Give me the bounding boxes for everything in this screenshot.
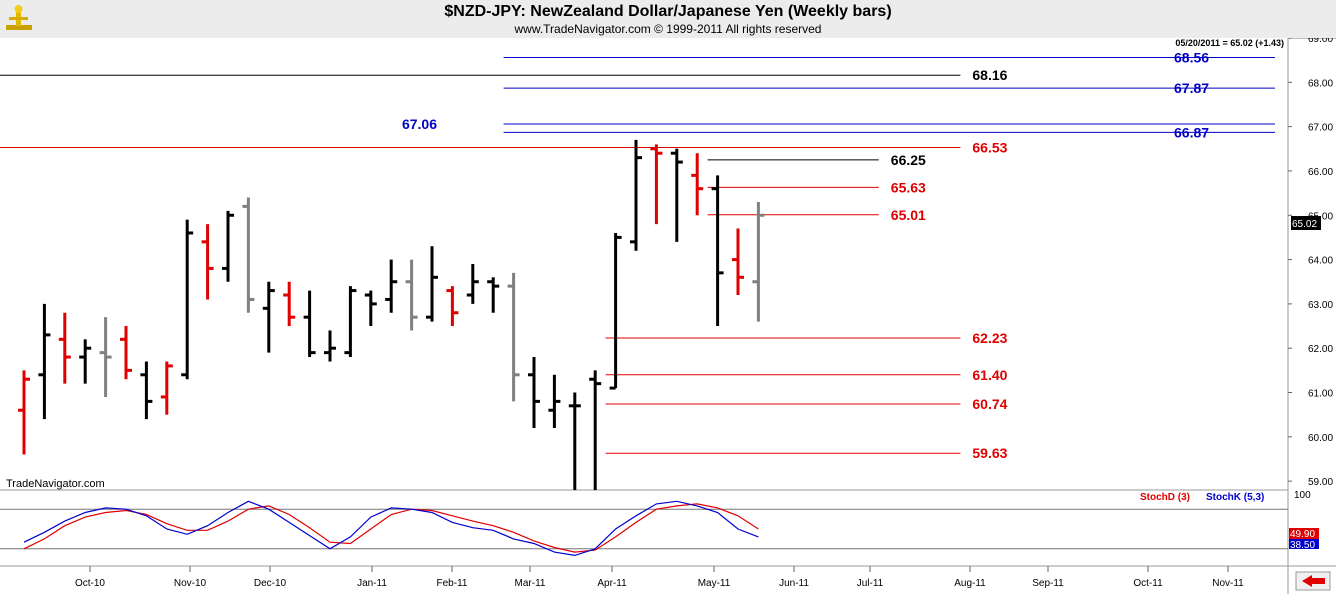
ohlc-bar [711,175,724,327]
ohlc-bar [385,259,398,313]
y-tick-label: 67.00 [1308,123,1333,134]
x-tick-label: Nov-11 [1212,578,1244,589]
y-tick-label: 62.00 [1308,344,1333,355]
level-label-66.25: 66.25 [891,152,926,168]
ohlc-bar [528,357,540,428]
ohlc-bar [752,201,765,322]
current-price-label: 65.02 [1292,219,1317,230]
ohlc-bar [38,303,51,420]
x-tick-label: Apr-11 [597,578,627,589]
ohlc-bar [589,370,602,490]
trade-navigator-logo-icon [6,5,32,30]
ohlc-bar [140,361,153,420]
level-label-60.74: 60.74 [972,396,1007,412]
ohlc-bar [18,370,30,455]
level-label-59.63: 59.63 [972,445,1007,461]
chart-title: $NZD-JPY: NewZealand Dollar/Japanese Yen… [444,3,892,20]
level-label-66.53: 66.53 [972,139,1007,155]
y-tick-label: 64.00 [1308,256,1333,267]
x-tick-label: Dec-10 [254,578,287,589]
stoch-k-value-marker [1289,539,1319,549]
ohlc-bar [79,339,92,384]
ohlc-bar [283,281,296,327]
level-label-68.56: 68.56 [1174,49,1209,65]
ohlc-bar [222,210,234,282]
ohlc-bar [364,290,377,327]
y-tick-label: 60.00 [1308,433,1333,444]
ohlc-bar [58,312,71,384]
ohlc-bar [181,219,194,380]
ohlc-bar [650,144,663,225]
stoch-d-value-marker [1289,528,1319,539]
copyright-text: www.TradeNavigator.com © 1999-2011 All r… [514,22,822,36]
price-plot-area [0,38,1288,490]
level-label-66.87: 66.87 [1174,124,1209,140]
ohlc-bar [487,277,500,313]
ohlc-bar [160,361,173,415]
ohlc-bar [446,286,459,327]
stoch-k-line [23,500,759,557]
ohlc-bar [507,272,520,402]
stoch-d-value-label: 49.90 [1290,529,1315,540]
level-label-65.01: 65.01 [891,207,926,223]
x-tick-label: Oct-11 [1133,578,1163,589]
y-tick-label: 66.00 [1308,167,1333,178]
ohlc-bar [99,317,112,397]
ohlc-bar [201,224,214,300]
last-quote-text: 05/20/2011 = 65.02 (+1.43) [1175,38,1284,48]
x-tick-label: Nov-10 [174,578,207,589]
x-tick-label: Mar-11 [515,578,546,589]
ohlc-bar [426,246,438,322]
ohlc-bar [405,259,418,331]
y-tick-label: 59.00 [1308,477,1333,488]
stoch-top-label: 100 [1294,490,1311,501]
ohlc-bar [303,290,316,358]
x-tick-label: Jul-11 [857,578,884,589]
y-tick-label: 63.00 [1308,300,1333,311]
ohlc-bar [242,197,255,313]
x-tick-label: May-11 [698,578,731,589]
ohlc-bar [568,392,581,490]
y-tick-label: 69.00 [1308,38,1333,45]
stoch-d-line [23,503,759,553]
stoch-k-legend: StochK (5,3) [1206,492,1264,503]
level-label-62.23: 62.23 [972,330,1007,346]
current-price-marker [1291,216,1321,230]
level-label-61.40: 61.40 [972,367,1007,383]
ohlc-bar [630,139,642,251]
x-tick-label: Jun-11 [779,578,809,589]
ohlc-bar [120,326,132,380]
level-label-67.06: 67.06 [402,116,437,132]
ohlc-bar [324,330,336,362]
ohlc-bar [691,153,704,216]
price-chart[interactable]: 69.0068.0067.0066.0065.0064.0063.0062.00… [0,38,1336,594]
level-label-65.63: 65.63 [891,179,926,195]
ohlc-bar [548,374,561,428]
x-tick-label: Feb-11 [437,578,468,589]
scroll-left-arrow-icon[interactable] [1295,571,1331,591]
y-tick-label: 61.00 [1308,389,1333,400]
ohlc-bar [670,148,683,242]
x-tick-label: Aug-11 [954,578,986,589]
ohlc-bar [466,264,479,304]
ohlc-bar [609,232,622,390]
ohlc-bar [732,228,744,296]
level-label-68.16: 68.16 [972,67,1007,83]
watermark-text: TradeNavigator.com [6,478,105,490]
stoch-d-legend: StochD (3) [1140,492,1190,503]
x-tick-label: Oct-10 [75,578,105,589]
ohlc-bar [262,281,275,353]
level-label-67.87: 67.87 [1174,80,1209,96]
ohlc-bar [344,286,357,358]
y-tick-label: 68.00 [1308,78,1333,89]
x-tick-label: Jan-11 [357,578,387,589]
stoch-k-value-label: 38.50 [1290,540,1315,551]
x-tick-label: Sep-11 [1032,578,1064,589]
chart-header: $NZD-JPY: NewZealand Dollar/Japanese Yen… [0,0,1336,39]
